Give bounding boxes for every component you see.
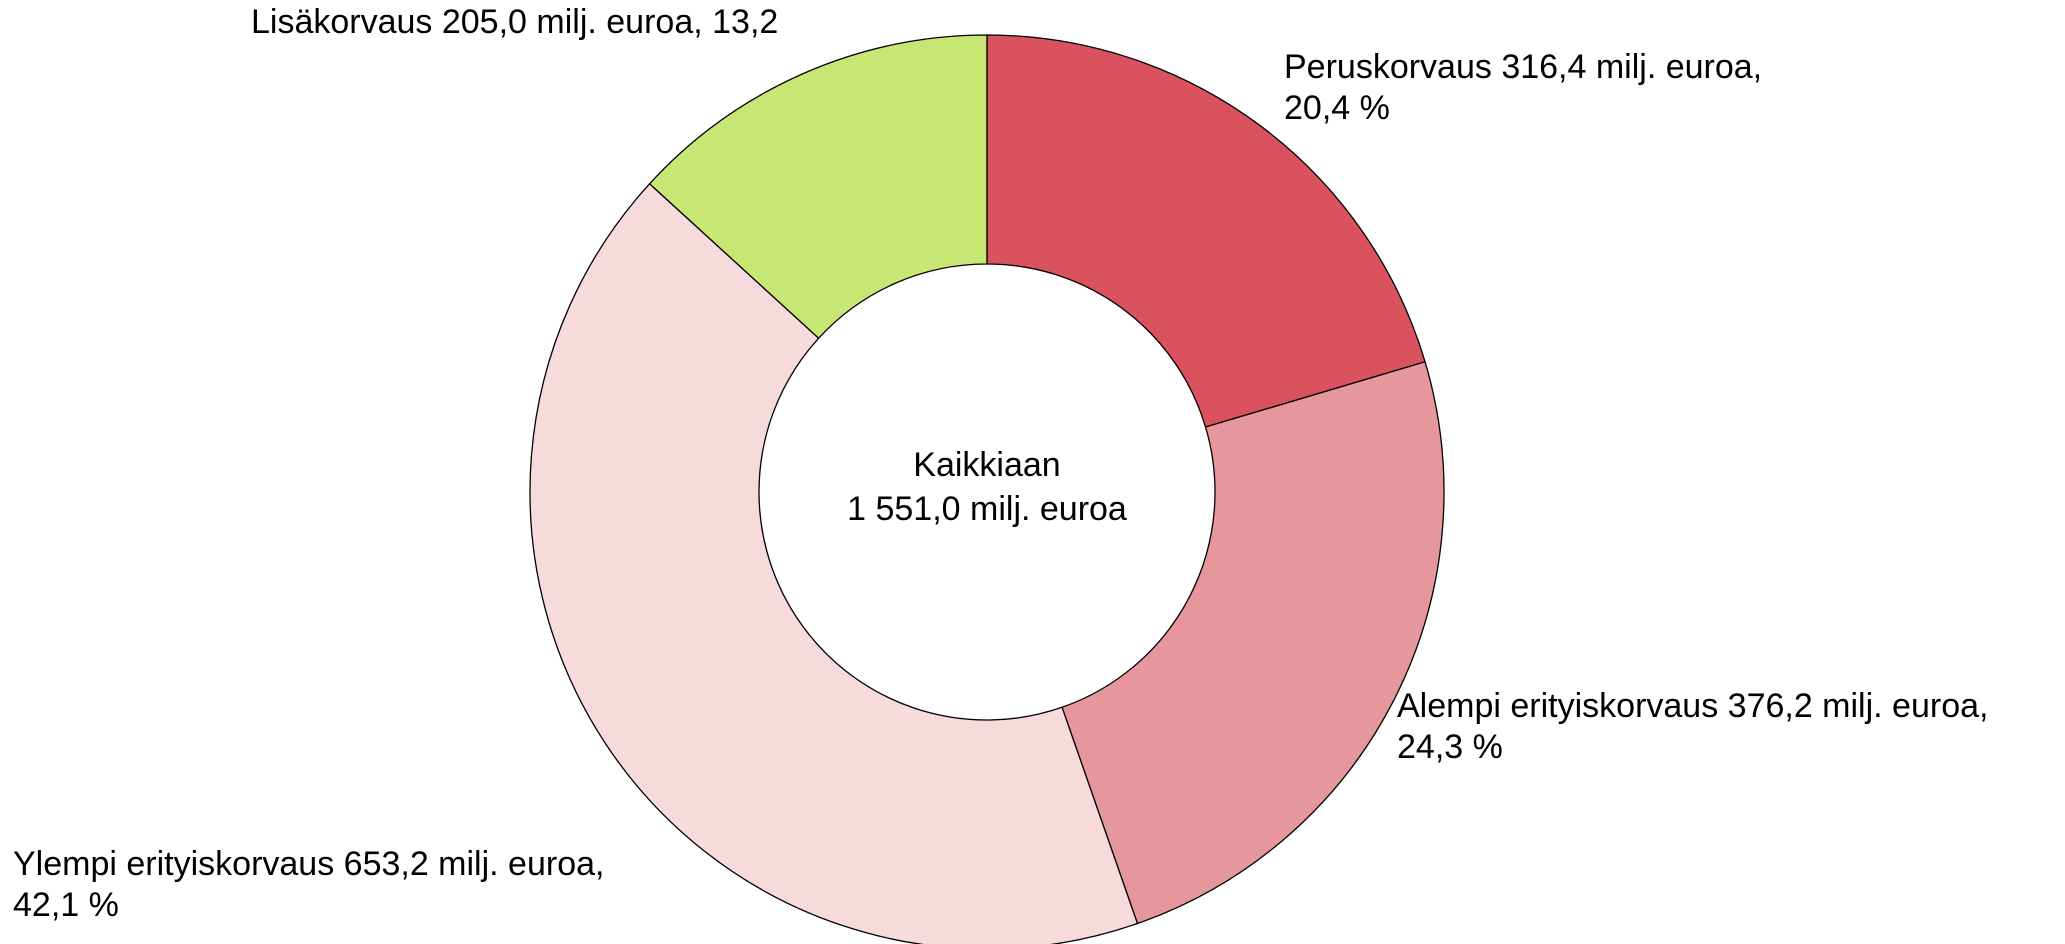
donut-segment [1061, 361, 1445, 925]
donut-segment [529, 182, 1139, 944]
data-label: Peruskorvaus 316,4 milj. euroa, [1284, 48, 1762, 86]
data-label: Alempi erityiskorvaus 376,2 milj. euroa, [1397, 687, 1988, 725]
center-label: 1 551,0 milj. euroa [847, 490, 1127, 528]
data-label: 24,3 % [1397, 728, 1503, 766]
data-label: 20,4 % [1284, 89, 1390, 127]
data-label: Lisäkorvaus 205,0 milj. euroa, 13,2 [251, 3, 778, 41]
center-label: Kaikkiaan [913, 446, 1060, 484]
donut-segment [648, 34, 988, 340]
data-label: 42,1 % [13, 886, 119, 924]
data-label: Ylempi erityiskorvaus 653,2 milj. euroa, [13, 845, 604, 883]
donut-segment [986, 34, 1426, 428]
